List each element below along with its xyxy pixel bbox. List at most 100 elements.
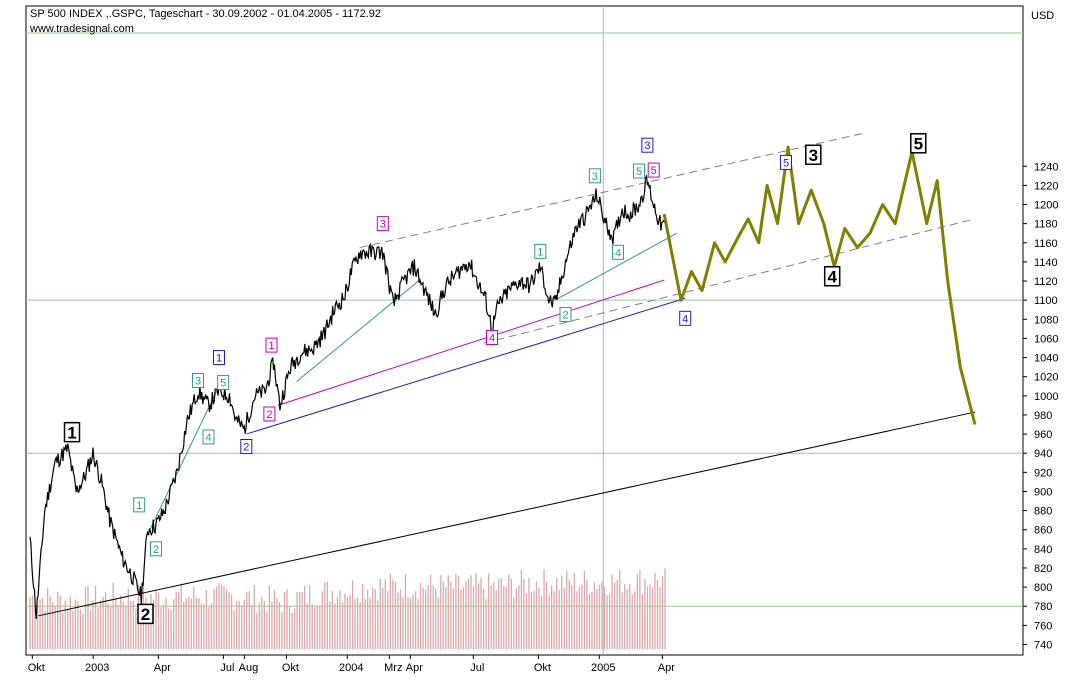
wave-label-box	[486, 329, 498, 345]
wave-label-box	[633, 163, 645, 179]
price-series-line	[29, 174, 667, 619]
x-tick-label: Jul	[220, 662, 234, 674]
x-tick-label: Apr	[406, 662, 423, 674]
wave-label-box	[612, 244, 624, 260]
wave-label-box	[137, 603, 154, 625]
wave-label: 2	[562, 309, 568, 321]
wave-label: 5	[651, 165, 657, 177]
wave-label: 1	[136, 500, 142, 512]
volume-bars	[29, 568, 666, 650]
wave-label-box	[679, 310, 692, 326]
y-tick-label: 740	[1034, 640, 1052, 652]
plot-background	[25, 5, 1024, 656]
wave-label-box	[559, 307, 572, 323]
wave-label: 2	[266, 409, 272, 421]
trendline	[554, 232, 678, 301]
y-tick-label: 860	[1034, 525, 1052, 537]
y-tick-label: 760	[1034, 620, 1052, 632]
y-tick-label: 880	[1034, 506, 1052, 518]
y-tick-label: 800	[1034, 582, 1052, 594]
trendline	[277, 279, 665, 406]
y-tick-label: 1000	[1034, 391, 1058, 403]
wave-label-box	[641, 137, 654, 153]
wave-label: 3	[380, 219, 386, 231]
wave-label: 3	[644, 140, 650, 152]
wave-label: 1	[216, 353, 222, 365]
wave-label: 4	[615, 247, 621, 259]
wave-label: 3	[592, 171, 598, 183]
wave-label-box	[240, 439, 253, 455]
wave-label: 5	[783, 157, 789, 169]
y-tick-label: 980	[1034, 410, 1052, 422]
wave-label-box	[376, 216, 389, 232]
x-tick-label: 2003	[85, 662, 109, 674]
y-tick-label: 1140	[1034, 257, 1058, 269]
trendline	[359, 132, 866, 249]
x-tick-label: Mrz	[384, 662, 402, 674]
wave-label: 3	[195, 375, 201, 387]
y-tick-label: 1180	[1034, 219, 1058, 231]
wave-label: 2	[141, 605, 150, 624]
wave-label-box	[263, 406, 276, 422]
x-axis: Okt 2003 Apr Jul Aug Okt 2004 Mrz Apr Jul Okt 2005 A…	[28, 655, 675, 674]
y-tick-label: 820	[1034, 563, 1052, 575]
x-tick-label: Okt	[282, 662, 299, 674]
wave-label-box	[133, 497, 146, 513]
chart-source: www.tradesignal.com	[30, 23, 134, 35]
y-tick-label: 1080	[1034, 314, 1058, 326]
y-tick-label: 1100	[1034, 295, 1058, 307]
y-tick-label: 960	[1034, 429, 1052, 441]
wave-label-box	[534, 243, 547, 259]
x-tick-label: Apr	[658, 662, 675, 674]
x-tick-label: Jul	[470, 662, 484, 674]
x-tick-label: 2005	[591, 662, 615, 674]
wave-label-box	[823, 265, 841, 287]
x-tick-label: 2004	[339, 662, 363, 674]
wave-label-box	[213, 350, 225, 366]
trendline	[246, 297, 686, 435]
wave-label-box	[910, 133, 927, 154]
wave-label: 4	[489, 332, 495, 344]
x-tick-label: Okt	[534, 662, 551, 674]
y-axis-unit: USD	[1031, 10, 1055, 22]
wave-label: 1	[268, 340, 274, 352]
wave-label: 5	[636, 166, 642, 178]
wave-label-box	[202, 429, 215, 445]
wave-label: 3	[809, 146, 818, 165]
wave-label: 1	[67, 423, 76, 442]
y-tick-label: 1020	[1034, 372, 1058, 384]
trendlines	[38, 132, 976, 617]
wave-label-box	[192, 373, 204, 389]
wave-label: 4	[827, 267, 837, 286]
wave-label: 2	[243, 441, 249, 453]
x-tick-label: Apr	[154, 662, 171, 674]
wave-label-box	[588, 168, 601, 184]
y-tick-label: 1060	[1034, 333, 1058, 345]
y-tick-label: 1220	[1034, 180, 1058, 192]
wave-label: 4	[205, 432, 211, 444]
y-tick-label: 1240	[1034, 161, 1058, 173]
y-tick-label: 1040	[1034, 353, 1058, 365]
y-tick-label: 780	[1034, 601, 1052, 613]
forecast-series-line	[662, 145, 977, 425]
wave-label: 5	[220, 377, 226, 389]
wave-labels: 1 2 3 4 5 1 2 3 4 5 1 2 3 4 5 1 2 3 4 5 1 2 3 4 5	[63, 133, 927, 625]
wave-label-box	[647, 162, 660, 178]
y-axis: 740 760 780 800 820 840 860 880 900 920 940 960 980 1…	[1023, 161, 1058, 652]
wave-label: 1	[537, 246, 543, 258]
wave-label-box	[150, 541, 162, 557]
chart-title: SP 500 INDEX ,.GSPC, Tageschart - 30.09.…	[30, 8, 382, 20]
wave-label: 5	[914, 134, 923, 153]
wave-label-box	[217, 374, 230, 390]
wave-label-box	[805, 144, 822, 166]
wave-label-box	[780, 154, 792, 170]
y-tick-label: 1200	[1034, 200, 1058, 212]
wave-label: 4	[682, 313, 688, 325]
y-tick-label: 1120	[1034, 276, 1058, 288]
y-tick-label: 900	[1034, 486, 1052, 498]
x-tick-label: Okt	[28, 662, 45, 674]
wave-label-box	[63, 421, 81, 443]
y-tick-label: 840	[1034, 544, 1052, 556]
trendline	[38, 411, 976, 617]
x-tick-label: Aug	[239, 662, 259, 674]
